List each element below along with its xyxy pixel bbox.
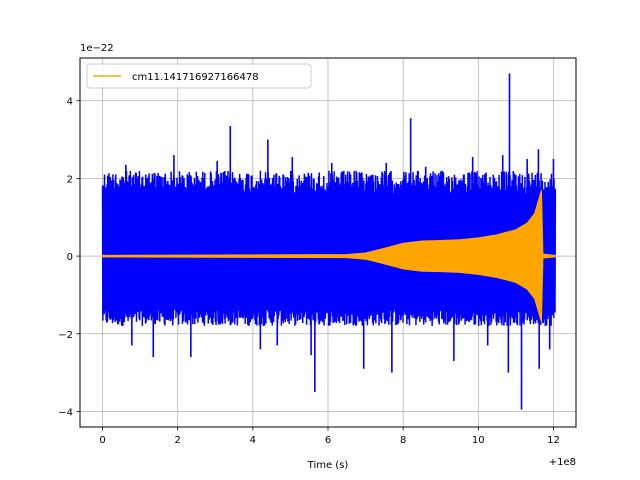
y-tick-label: 4 [67, 97, 73, 108]
x-tick-label: 0 [99, 435, 105, 446]
template-series [102, 189, 556, 323]
y-tick-label: −4 [58, 407, 73, 418]
y-scale-label: 1e−22 [80, 43, 114, 54]
legend-box [86, 63, 312, 89]
y-tick-label: −2 [58, 330, 73, 341]
legend-label-template: cm11.141716927166478 [132, 72, 259, 83]
strain-series [101, 73, 557, 410]
y-tick-label: 0 [67, 252, 73, 263]
x-offset-label: +1e8 [549, 457, 576, 468]
x-axis-label: Time (s) [307, 460, 349, 471]
x-axis-ticks: 0 2 4 6 8 10 12 [99, 427, 560, 446]
x-tick-label: 12 [547, 435, 560, 446]
x-tick-label: 10 [472, 435, 485, 446]
legend: cm11.141716927166478 [86, 63, 312, 89]
x-tick-label: 6 [325, 435, 331, 446]
y-axis-ticks: −4 −2 0 2 4 [58, 97, 80, 418]
x-tick-label: 4 [250, 435, 256, 446]
x-tick-label: 2 [175, 435, 181, 446]
x-tick-label: 8 [400, 435, 406, 446]
y-tick-label: 2 [67, 174, 73, 185]
